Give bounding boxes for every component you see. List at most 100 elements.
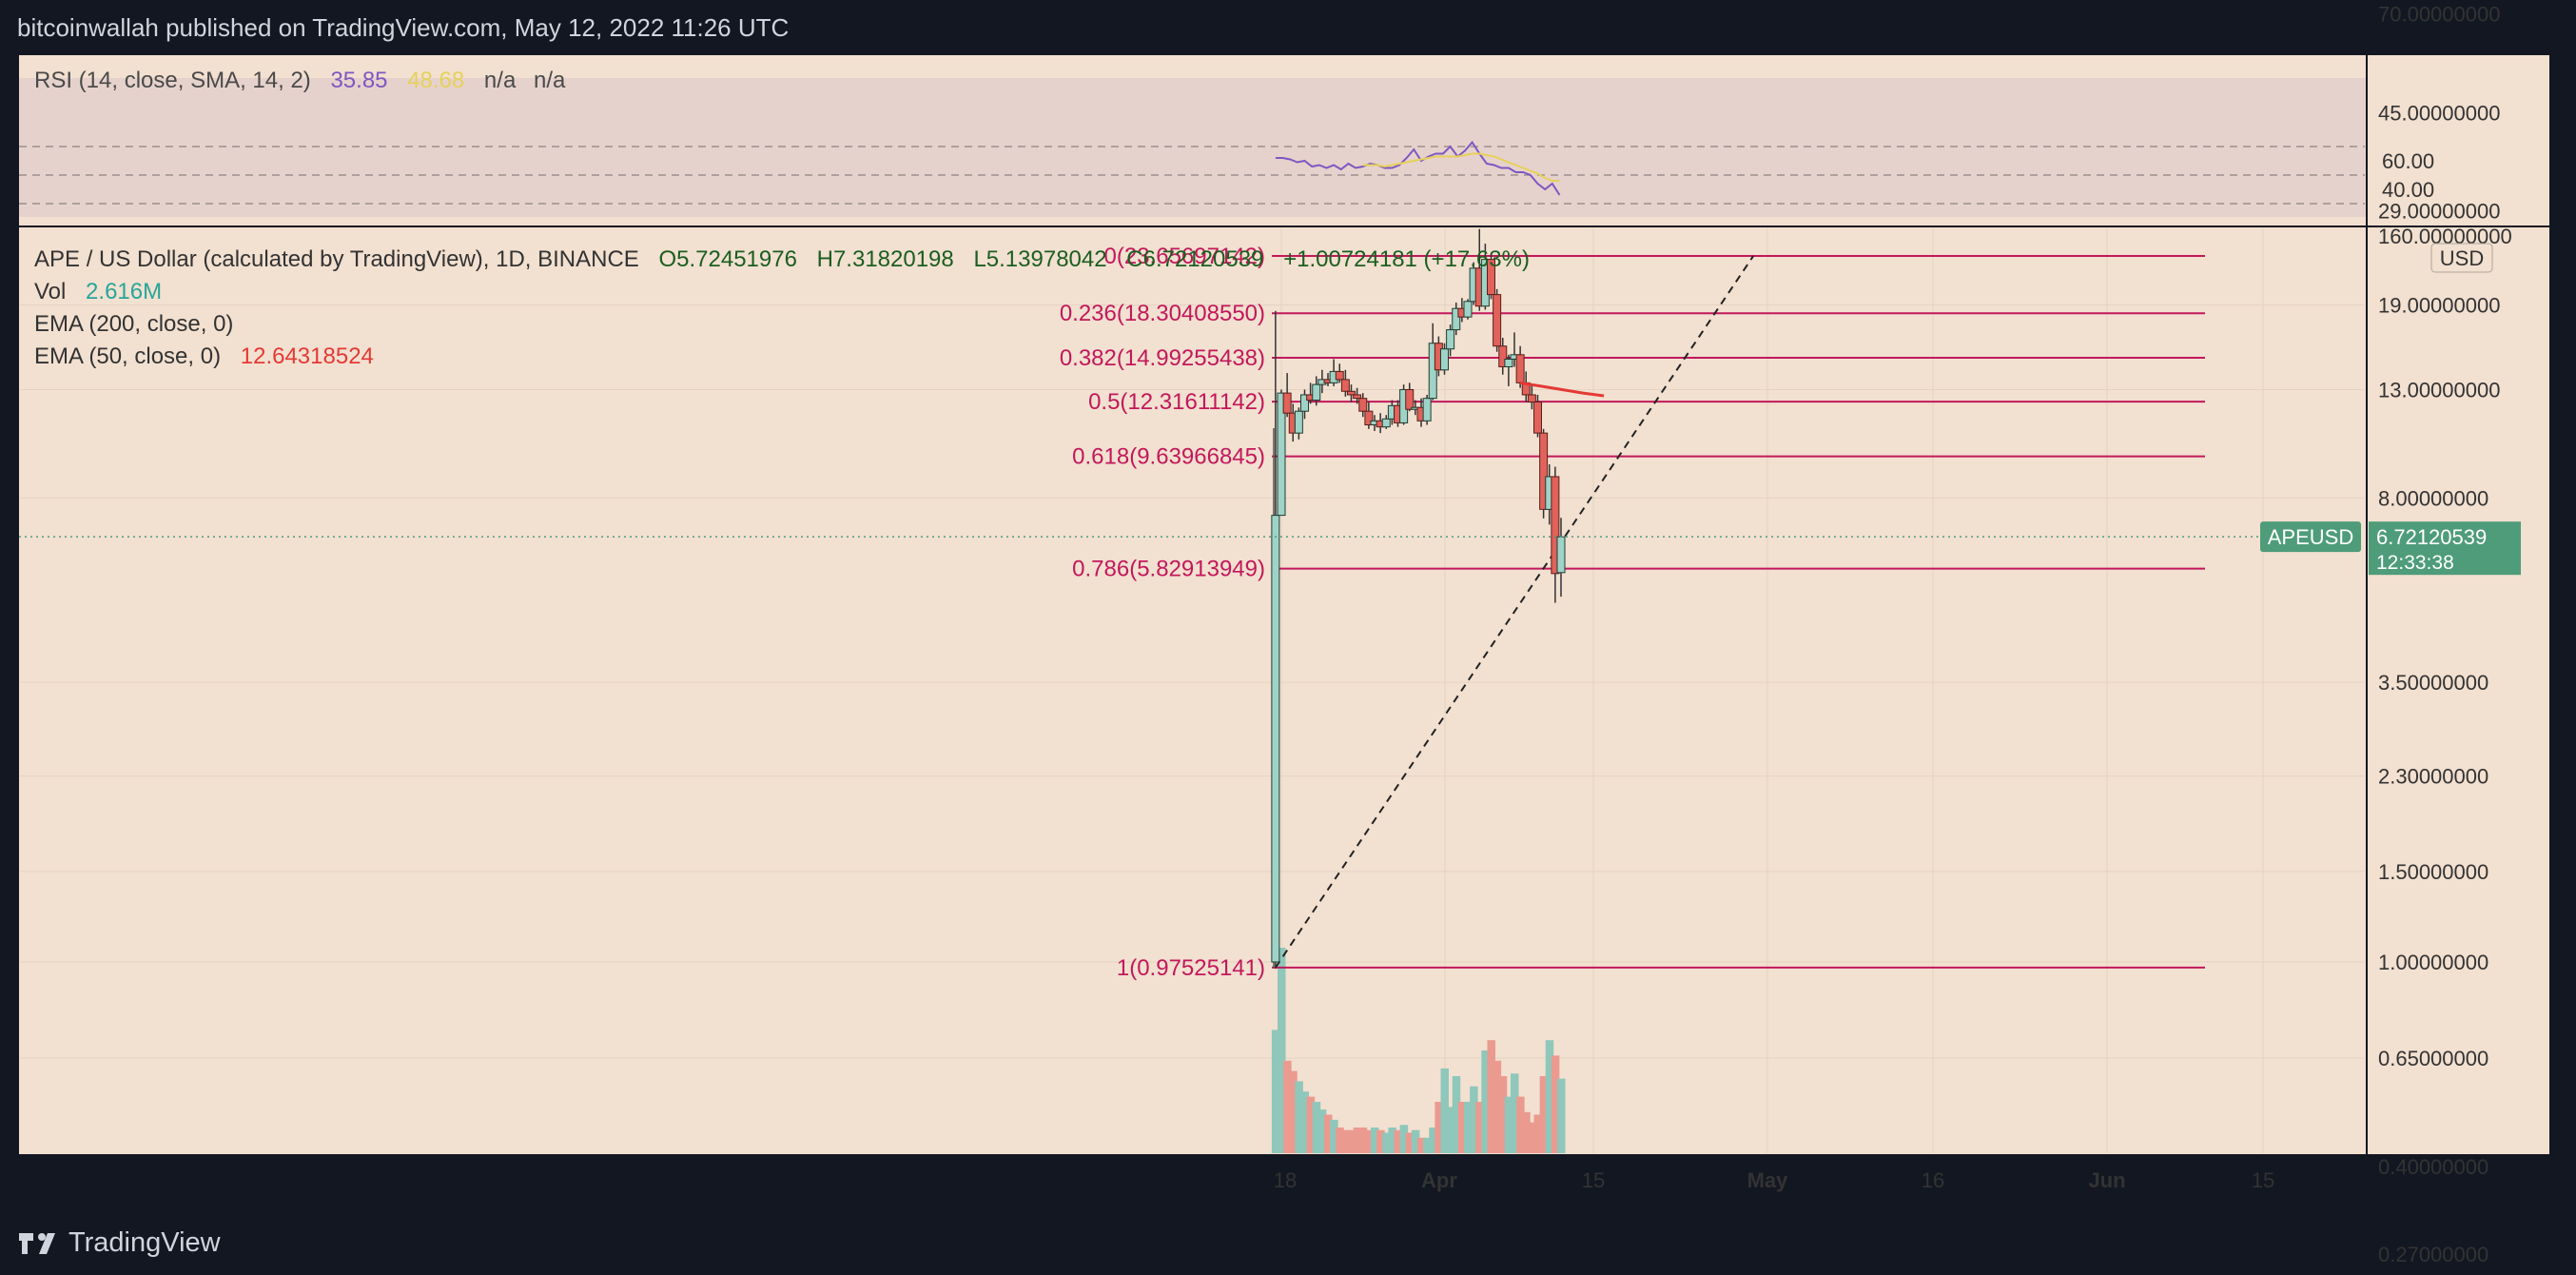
fib-level-label: 0.5(12.31611142) (1088, 389, 1265, 415)
rsi-line (1275, 140, 1561, 196)
volume-bar (1411, 1129, 1420, 1153)
volume-bar (1498, 1076, 1508, 1153)
volume-bar (1475, 1102, 1484, 1153)
price-axis-label: 1.50000000 (2378, 860, 2488, 884)
price-badge: 6.72120539 12:33:38 (2369, 521, 2521, 576)
rsi-axis-label: 40.00 (2382, 178, 2434, 202)
fib-level-label: 1(0.97525141) (1117, 955, 1265, 981)
time-axis-label: 16 (1922, 1168, 1944, 1192)
usd-unit-label: USD (2440, 246, 2484, 270)
candle-body (1271, 515, 1280, 963)
time-axis-label: Apr (1421, 1168, 1457, 1192)
fib-level-label: 0(23.65697142) (1104, 244, 1265, 269)
candle-body (1381, 418, 1391, 428)
fib-level-label: 0.382(14.99255438) (1060, 345, 1265, 371)
volume-bar (1417, 1137, 1426, 1153)
volume-bar (1336, 1128, 1344, 1153)
rsi-legend-na1: n/a (484, 68, 517, 93)
volume-bar (1470, 1086, 1478, 1153)
volume-bar (1376, 1129, 1385, 1153)
symbol-badge-bg (2260, 521, 2361, 553)
rsi-legend: RSI (14, close, SMA, 14, 2) 35.85 48.68 … (34, 68, 566, 93)
symbol-legend: APE / US Dollar (calculated by TradingVi… (34, 246, 1530, 272)
volume-bar (1271, 1030, 1280, 1153)
rsi-ma-line (1362, 152, 1560, 182)
candle-body (1277, 392, 1286, 517)
publisher-header: bitcoinwallah published on TradingView.c… (17, 13, 790, 42)
price-axis-label: 29.00000000 (2378, 199, 2500, 223)
candle-body (1300, 394, 1309, 412)
fib-retracement: 0(23.65697142) 0.236(18.30408550) 0.382(14… (1060, 244, 2205, 981)
candle-body (1539, 432, 1549, 510)
fib-level-label: 0.618(9.63966845) (1072, 444, 1265, 470)
candle-body (1504, 358, 1513, 367)
price-axis-background (2367, 55, 2549, 1155)
volume-bar (1551, 1055, 1560, 1153)
candle-body (1335, 370, 1344, 381)
price-axis-label: 1.00000000 (2378, 951, 2488, 974)
candle-body (1440, 348, 1449, 371)
volume-bar (1493, 1060, 1502, 1153)
volume-bar (1528, 1122, 1536, 1153)
price-axis-label: 45.00000000 (2378, 101, 2500, 125)
price-badge-bg (2369, 521, 2521, 576)
footer-brand: TradingView (68, 1227, 221, 1258)
volume-bar (1371, 1128, 1379, 1153)
volume-bar (1399, 1125, 1409, 1153)
volume-bar (1347, 1129, 1356, 1153)
volume-bar (1429, 1128, 1437, 1153)
rsi-band (19, 78, 2367, 217)
candle-body (1498, 345, 1508, 367)
symbol-badge-label: APEUSD (2268, 525, 2353, 549)
legend-low: L5.13978042 (973, 246, 1106, 272)
main-pane-background (19, 55, 2367, 1155)
rsi-legend-label: RSI (14, close, SMA, 14, 2) (34, 68, 311, 93)
candle-body (1364, 410, 1374, 426)
candle-body (1446, 329, 1455, 350)
rsi-axis-labels: 60.00 40.00 (2382, 149, 2434, 202)
candle-body (1358, 398, 1368, 412)
candle-body (1422, 398, 1432, 422)
volume-bar (1358, 1128, 1368, 1153)
candle-body (1405, 388, 1415, 410)
candle-body (1428, 343, 1437, 400)
volume-bar (1341, 1129, 1350, 1153)
legend-ema50-value: 12.64318524 (241, 343, 374, 369)
candle-body (1294, 410, 1303, 434)
candle-body (1515, 354, 1525, 383)
volume-bar (1464, 1102, 1473, 1153)
footer: TradingView (19, 1227, 221, 1259)
volume-bar (1446, 1107, 1455, 1153)
volume-bar (1522, 1111, 1531, 1153)
legend-close: C6.72120539 (1126, 246, 1263, 272)
legend-high: H7.31820198 (817, 246, 954, 272)
legend-open: O5.72451976 (658, 246, 796, 272)
candle-body (1340, 379, 1350, 392)
price-axis-label: 0.40000000 (2378, 1155, 2488, 1179)
candle-body (1487, 259, 1495, 296)
volume-bar (1306, 1096, 1316, 1153)
volume-bar (1423, 1137, 1432, 1153)
legend-vol: Vol 2.616M (34, 279, 162, 304)
volume-bar (1353, 1128, 1362, 1153)
legend-change: +1.00724181 (+17.63%) (1283, 246, 1530, 272)
grid-lines (19, 228, 2365, 1153)
legend-vol-label: Vol (34, 279, 66, 304)
volume-bar (1388, 1128, 1396, 1153)
time-axis-label: 18 (1274, 1168, 1297, 1192)
rsi-levels (19, 146, 2365, 205)
price-badge-value: 6.72120539 (2376, 525, 2487, 549)
time-axis-label: Jun (2088, 1168, 2125, 1192)
candles (1271, 228, 1566, 970)
volume-bar (1545, 1040, 1554, 1153)
volume-bar (1330, 1119, 1338, 1153)
price-axis-label: 2.30000000 (2378, 765, 2488, 789)
time-axis-label: May (1747, 1168, 1789, 1192)
fib-level-label: 0.786(5.82913949) (1072, 557, 1265, 582)
volume-bar (1481, 1050, 1490, 1153)
time-axis-label: 15 (2252, 1168, 2274, 1192)
candle-body (1347, 390, 1356, 396)
legend-ema50-label: EMA (50, close, 0) (34, 343, 221, 369)
candle-body (1452, 307, 1461, 331)
